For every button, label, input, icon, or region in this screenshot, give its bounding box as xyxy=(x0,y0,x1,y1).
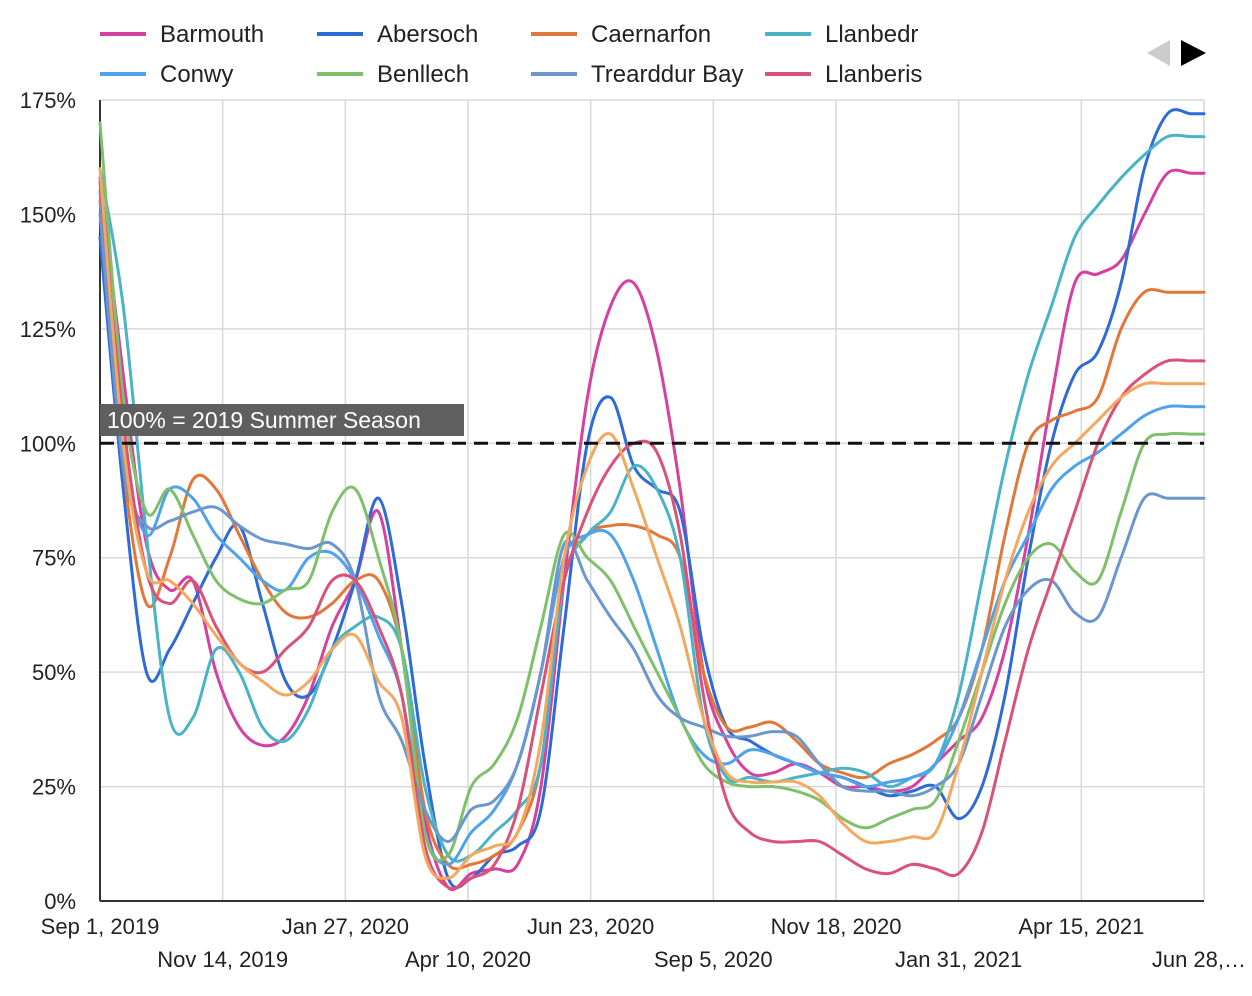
triangle-left-icon[interactable] xyxy=(1147,40,1170,66)
legend-entry: Benllech xyxy=(377,61,469,88)
reference-line: 100% = 2019 Summer Season xyxy=(100,404,1204,445)
x-tick-label: Sep 1, 2019 xyxy=(41,914,160,939)
series-line-abersoch xyxy=(98,108,1206,889)
series-line-benllech xyxy=(98,121,1206,862)
legend-entry: Abersoch xyxy=(377,21,478,48)
series-line-llanbedr xyxy=(98,133,1206,863)
series-line-trearddur-bay xyxy=(98,212,1206,843)
y-tick-label: 175% xyxy=(20,88,76,113)
axes: 0% 25% 50% 75% 100% 125% 150% 175% Sep 1, 2019 No… xyxy=(20,88,1246,972)
x-tick-label: Apr 10, 2020 xyxy=(405,947,531,972)
x-tick-label: Nov 14, 2019 xyxy=(157,947,288,972)
triangle-right-icon[interactable] xyxy=(1181,40,1206,66)
legend: Barmouth Abersoch Caernarfon Llanbedr Conwy B… xyxy=(100,21,922,88)
series-layer xyxy=(98,108,1206,891)
legend-entry: Llanbedr xyxy=(825,21,918,48)
y-tick-label: 25% xyxy=(32,775,76,800)
legend-entry: Conwy xyxy=(160,61,233,88)
x-tick-label: Jan 27, 2020 xyxy=(282,914,409,939)
reference-label: 100% = 2019 Summer Season xyxy=(107,407,421,433)
legend-pager xyxy=(1147,40,1206,66)
series-line-unnamed xyxy=(98,167,1206,880)
series-line-conwy xyxy=(98,190,1206,866)
series-line-caernarfon xyxy=(98,199,1206,871)
y-tick-label: 100% xyxy=(20,431,76,456)
y-tick-label: 125% xyxy=(20,317,76,342)
y-tick-label: 150% xyxy=(20,202,76,227)
y-tick-label: 50% xyxy=(32,660,76,685)
legend-entry: Caernarfon xyxy=(591,21,711,48)
legend-entry: Llanberis xyxy=(825,61,922,88)
x-tick-label: Sep 5, 2020 xyxy=(654,947,773,972)
x-tick-label: Jun 28,… xyxy=(1152,947,1246,972)
series-line-llanberis xyxy=(98,180,1206,891)
x-tick-label: Nov 18, 2020 xyxy=(771,914,902,939)
reference-label-box xyxy=(100,404,464,436)
x-tick-label: Apr 15, 2021 xyxy=(1018,914,1144,939)
y-tick-label: 75% xyxy=(32,546,76,571)
x-tick-label: Jan 31, 2021 xyxy=(895,947,1022,972)
x-tick-label: Jun 23, 2020 xyxy=(527,914,654,939)
legend-entry: Barmouth xyxy=(160,21,264,48)
y-tick-label: 0% xyxy=(44,889,76,914)
series-line-barmouth xyxy=(98,168,1206,891)
legend-entry: Trearddur Bay xyxy=(591,61,744,88)
